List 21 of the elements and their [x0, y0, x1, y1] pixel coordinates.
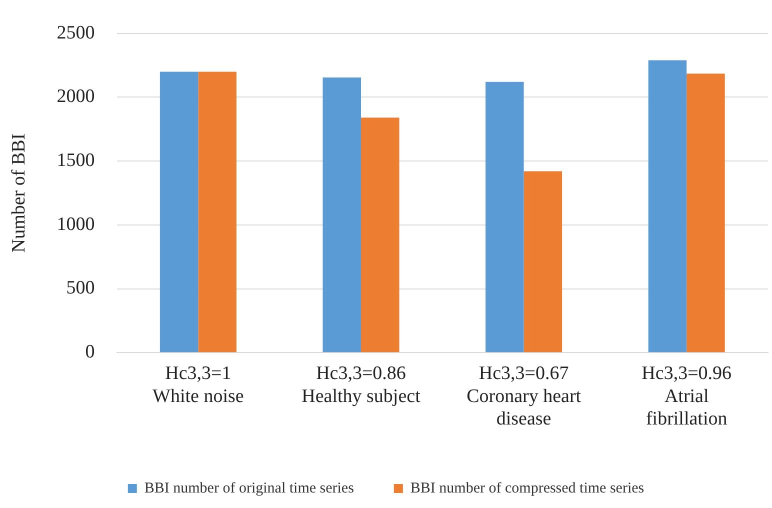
y-tick-label: 0	[85, 342, 95, 363]
y-tick-label: 2000	[56, 86, 95, 108]
bar	[524, 171, 562, 352]
bar	[361, 118, 400, 352]
bar	[648, 60, 687, 352]
bar	[486, 82, 524, 352]
legend-label: BBI number of original time series	[144, 480, 354, 496]
y-tick-label: 1500	[56, 150, 95, 172]
bar	[198, 72, 236, 352]
y-axis-title: Number of BBI	[8, 133, 30, 253]
bar	[686, 74, 725, 352]
y-tick-label: 1000	[56, 214, 95, 235]
y-tick-label: 500	[66, 278, 95, 299]
x-tick-label: Hc3,3=0.96 Atrial fibrillation	[642, 362, 732, 430]
bar	[322, 77, 361, 352]
x-tick-label: Hc3,3=0.86 Healthy subject	[302, 362, 422, 407]
y-tick-label: 2500	[56, 22, 95, 44]
x-tick-label: Hc3,3=1 White noise	[152, 362, 244, 407]
legend-label: BBI number of compressed time series	[410, 480, 644, 496]
x-tick-label: Hc3,3=0.67 Coronary heart disease	[466, 362, 582, 430]
bar	[160, 72, 198, 352]
